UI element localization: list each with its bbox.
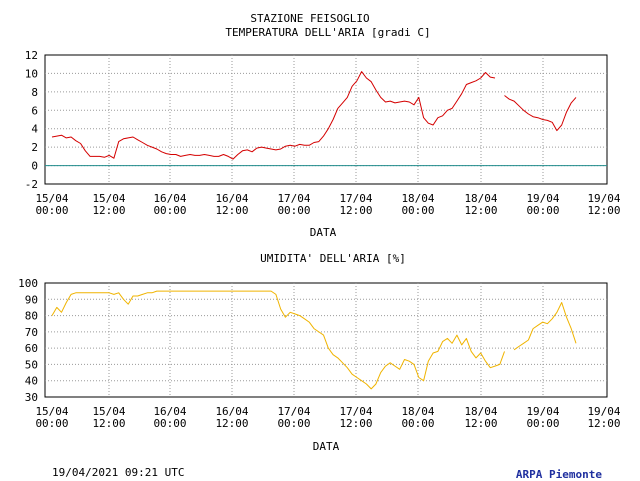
- humidity-x-tick-date: 16/04: [215, 405, 248, 418]
- temperature-plot-frame: [44, 54, 608, 185]
- humidity-x-tick-time: 00:00: [277, 417, 310, 430]
- humidity-x-tick-date: 17/04: [339, 405, 372, 418]
- temperature-x-axis-title: DATA: [310, 226, 337, 239]
- temperature-y-tick-label: 6: [31, 104, 38, 117]
- temperature-y-tick-label: 4: [31, 123, 38, 136]
- temperature-x-tick-time: 00:00: [401, 204, 434, 217]
- humidity-x-tick-time: 12:00: [587, 417, 620, 430]
- humidity-x-tick-date: 15/04: [35, 405, 68, 418]
- temperature-x-tick-date: 17/04: [277, 192, 310, 205]
- temperature-y-tick-label: 0: [31, 160, 38, 173]
- temperature-x-tick-date: 19/04: [587, 192, 620, 205]
- temperature-x-tick-date: 18/04: [401, 192, 434, 205]
- temperature-x-tick-time: 12:00: [339, 204, 372, 217]
- humidity-y-tick-label: 80: [25, 310, 38, 323]
- temperature-y-tick-label: 8: [31, 86, 38, 99]
- temperature-y-tick-label: 12: [25, 49, 38, 62]
- humidity-title: UMIDITA' DELL'ARIA [%]: [260, 252, 406, 265]
- temperature-series-line: [51, 71, 496, 160]
- humidity-plot-frame: [44, 282, 608, 398]
- humidity-x-tick-date: 17/04: [277, 405, 310, 418]
- temperature-x-tick-date: 16/04: [153, 192, 186, 205]
- temperature-x-tick-time: 12:00: [92, 204, 125, 217]
- humidity-y-tick-label: 60: [25, 342, 38, 355]
- temperature-x-tick-time: 12:00: [464, 204, 497, 217]
- humidity-y-tick-label: 30: [25, 391, 38, 404]
- brand-label: ARPA Piemonte: [515, 468, 602, 481]
- humidity-x-tick-time: 12:00: [92, 417, 125, 430]
- temperature-x-tick-time: 00:00: [526, 204, 559, 217]
- humidity-y-tick-label: 70: [25, 326, 38, 339]
- humidity-x-tick-time: 00:00: [35, 417, 68, 430]
- temperature-x-tick-time: 12:00: [215, 204, 248, 217]
- humidity-x-tick-date: 18/04: [464, 405, 497, 418]
- humidity-x-tick-date: 18/04: [401, 405, 434, 418]
- generation-timestamp: 19/04/2021 09:21 UTC: [52, 466, 185, 479]
- humidity-x-tick-date: 19/04: [526, 405, 559, 418]
- temperature-x-tick-time: 00:00: [153, 204, 186, 217]
- humidity-x-tick-date: 15/04: [92, 405, 125, 418]
- humidity-x-tick-time: 00:00: [526, 417, 559, 430]
- temperature-plot: -202468101215/0400:0015/0412:0016/0400:0…: [25, 49, 621, 217]
- temperature-y-tick-label: 10: [25, 67, 38, 80]
- humidity-y-tick-label: 50: [25, 358, 38, 371]
- temperature-x-tick-date: 17/04: [339, 192, 372, 205]
- temperature-x-tick-date: 16/04: [215, 192, 248, 205]
- temperature-x-tick-time: 12:00: [587, 204, 620, 217]
- humidity-x-axis-title: DATA: [313, 440, 340, 453]
- temperature-subtitle: TEMPERATURA DELL'ARIA [gradi C]: [225, 26, 430, 39]
- humidity-x-tick-date: 19/04: [587, 405, 620, 418]
- humidity-x-tick-date: 16/04: [153, 405, 186, 418]
- humidity-x-tick-time: 12:00: [215, 417, 248, 430]
- temperature-x-tick-time: 00:00: [277, 204, 310, 217]
- humidity-y-tick-label: 100: [18, 277, 38, 290]
- humidity-x-tick-time: 00:00: [401, 417, 434, 430]
- humidity-x-tick-time: 12:00: [339, 417, 372, 430]
- humidity-series-line: [51, 290, 505, 390]
- temperature-series-line: [504, 95, 577, 132]
- humidity-x-tick-time: 12:00: [464, 417, 497, 430]
- humidity-x-tick-time: 00:00: [153, 417, 186, 430]
- temperature-x-tick-date: 19/04: [526, 192, 559, 205]
- humidity-y-tick-label: 40: [25, 375, 38, 388]
- humidity-plot: 3040506070809010015/0400:0015/0412:0016/…: [18, 277, 621, 430]
- temperature-y-tick-label: -2: [25, 178, 38, 191]
- chart-title: STAZIONE FEISOGLIO: [250, 12, 369, 25]
- humidity-y-tick-label: 90: [25, 293, 38, 306]
- temperature-x-tick-time: 00:00: [35, 204, 68, 217]
- temperature-x-tick-date: 15/04: [35, 192, 68, 205]
- temperature-y-tick-label: 2: [31, 141, 38, 154]
- humidity-series-line: [513, 302, 577, 351]
- temperature-x-tick-date: 18/04: [464, 192, 497, 205]
- temperature-x-tick-date: 15/04: [92, 192, 125, 205]
